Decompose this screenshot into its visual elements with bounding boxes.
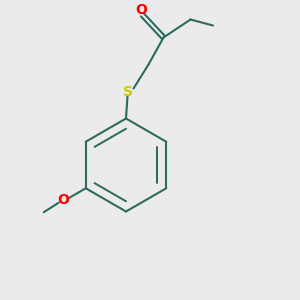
Text: O: O <box>135 3 147 16</box>
Text: O: O <box>57 193 69 207</box>
Text: S: S <box>122 85 133 98</box>
